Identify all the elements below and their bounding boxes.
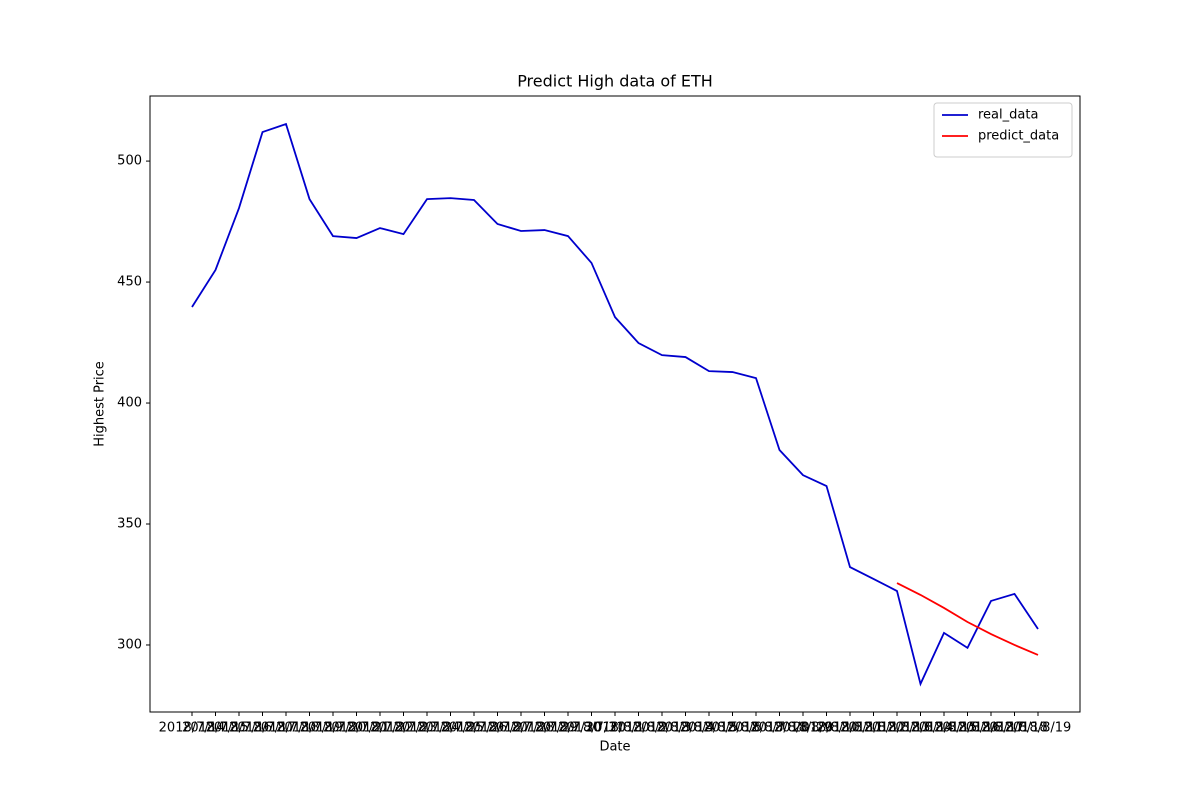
x-tick-label: 2018/8/8 bbox=[750, 721, 808, 736]
legend-label: predict_data bbox=[978, 129, 1059, 144]
x-tick-label: 2018/8/5 bbox=[680, 721, 738, 736]
x-tick-label: 2018/8/2 bbox=[609, 721, 667, 736]
x-tick-label: 2018/8/6 bbox=[703, 721, 761, 736]
x-tick-label: 2018/8/14 bbox=[887, 721, 954, 736]
x-tick-label: 2018/7/28 bbox=[488, 721, 555, 736]
y-tick-label: 450 bbox=[117, 275, 142, 290]
line-series bbox=[896, 582, 1039, 656]
x-tick-label: 2018/8/7 bbox=[727, 721, 785, 736]
x-tick-label: 2018/8/16 bbox=[934, 721, 1001, 736]
x-tick-label: 2018/7/29 bbox=[511, 721, 578, 736]
legend-label: real_data bbox=[978, 108, 1038, 123]
x-tick-label: 2018/7/27 bbox=[464, 721, 531, 736]
plot-frame bbox=[149, 95, 1081, 713]
y-tick-label: 350 bbox=[117, 517, 142, 532]
x-tick-label: 2018/7/31 bbox=[558, 721, 625, 736]
line-series bbox=[191, 122, 1039, 687]
x-tick-label: 2018/7/23 bbox=[370, 721, 437, 736]
x-axis-label: Date bbox=[599, 740, 630, 755]
x-tick-label: 2018/7/30 bbox=[535, 721, 602, 736]
x-tick-label: 2018/7/14 bbox=[159, 721, 226, 736]
y-tick-label: 500 bbox=[117, 154, 142, 169]
legend-box bbox=[933, 102, 1073, 158]
x-tick-label: 2018/7/24 bbox=[394, 721, 461, 736]
x-tick-label: 2018/8/15 bbox=[911, 721, 978, 736]
x-tick-label: 2018/7/15 bbox=[182, 721, 249, 736]
x-tick-label: 2018/7/21 bbox=[323, 721, 390, 736]
x-tick-label: 2018/8/3 bbox=[633, 721, 691, 736]
x-tick-label: 2018/7/26 bbox=[441, 721, 508, 736]
x-tick-label: 2018/8/10 bbox=[793, 721, 860, 736]
x-tick-label: 2018/8/12 bbox=[840, 721, 907, 736]
x-tick-label: 2018/7/17 bbox=[229, 721, 296, 736]
x-tick-label: 2018/8/19 bbox=[1005, 721, 1072, 736]
y-tick-label: 400 bbox=[117, 396, 142, 411]
x-tick-label: 2018/7/20 bbox=[300, 721, 367, 736]
chart-title: Predict High data of ETH bbox=[517, 72, 713, 91]
x-tick-label: 2018/8/11 bbox=[817, 721, 884, 736]
x-tick-label: 2018/8/9 bbox=[774, 721, 832, 736]
x-tick-label: 2018/8/1 bbox=[586, 721, 644, 736]
x-tick-label: 2018/7/16 bbox=[206, 721, 273, 736]
x-tick-label: 2018/8/17 bbox=[958, 721, 1025, 736]
x-tick-label: 2018/8/13 bbox=[864, 721, 931, 736]
x-tick-label: 2018/7/18 bbox=[253, 721, 320, 736]
y-axis-label: Highest Price bbox=[93, 361, 108, 447]
x-tick-label: 2018/8/18 bbox=[981, 721, 1048, 736]
x-tick-label: 2018/7/19 bbox=[276, 721, 343, 736]
y-tick-label: 300 bbox=[117, 637, 142, 652]
x-tick-label: 2018/7/25 bbox=[417, 721, 484, 736]
x-tick-label: 2018/7/22 bbox=[347, 721, 414, 736]
x-tick-label: 2018/8/4 bbox=[656, 721, 714, 736]
